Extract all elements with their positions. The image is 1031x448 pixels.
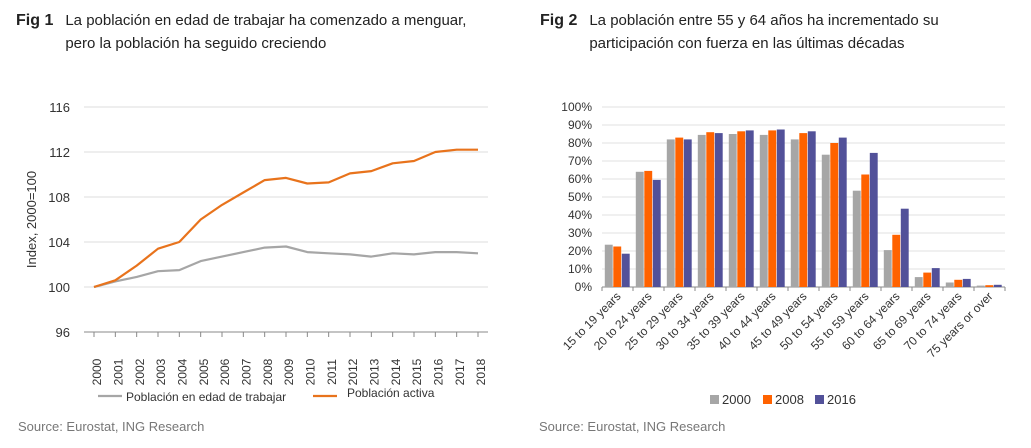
y-tick-label: 10% [568, 262, 592, 276]
bar [697, 134, 706, 287]
x-tick-label: 2013 [368, 358, 382, 385]
x-tick-label: 2012 [346, 358, 360, 385]
y-tick-label: 20% [568, 244, 592, 258]
bar [683, 139, 692, 287]
y-tick-label: 40% [568, 208, 592, 222]
legend-label: 2000 [722, 392, 751, 407]
bar [807, 131, 816, 287]
x-tick-label: 2006 [218, 358, 232, 385]
series-line [93, 148, 478, 289]
y-tick-label: 112 [49, 145, 70, 160]
y-tick-label: 116 [49, 100, 70, 115]
x-tick-label: 2011 [325, 359, 339, 385]
bar [604, 244, 613, 287]
bar [745, 130, 754, 287]
x-tick-label: 2010 [304, 358, 318, 385]
y-tick-label: 104 [48, 235, 70, 250]
fig1-label: Fig 1 [16, 12, 54, 29]
x-tick-label: 2016 [432, 358, 446, 385]
legend-swatch [763, 395, 772, 404]
bar [737, 131, 746, 287]
x-tick-label: 2009 [282, 358, 296, 385]
bar [830, 143, 839, 287]
x-tick-label: 2007 [240, 358, 254, 385]
bar [869, 152, 878, 287]
bar [759, 134, 768, 287]
legend-label: Población activa [347, 386, 435, 400]
bar [768, 130, 777, 287]
fig2-title: La población entre 55 y 64 años ha incre… [589, 12, 939, 52]
y-tick-label: 108 [48, 190, 70, 205]
bar [613, 246, 622, 287]
bar [728, 134, 737, 287]
bar [838, 137, 847, 287]
y-tick-label: 100% [561, 100, 592, 114]
bar [821, 154, 830, 287]
y-tick-label: 30% [568, 226, 592, 240]
bar [675, 137, 684, 287]
bar [931, 268, 940, 287]
legend-label: Población en edad de trabajar [126, 390, 286, 404]
y-tick-label: 80% [568, 136, 592, 150]
x-tick-label: 2004 [176, 358, 190, 385]
bar [914, 277, 923, 287]
bar [954, 279, 963, 287]
y-tick-label: 60% [568, 172, 592, 186]
fig1-title: La población en edad de trabajar ha come… [65, 12, 467, 52]
bar [714, 133, 723, 287]
fig2-label: Fig 2 [540, 12, 578, 29]
y-axis-label: Index, 2000=100 [24, 171, 39, 268]
bar [799, 133, 808, 287]
bar [962, 278, 971, 287]
legend-swatch [710, 395, 719, 404]
bar [621, 253, 630, 287]
x-tick-label: 2005 [197, 358, 211, 385]
bar [976, 285, 985, 287]
bar [666, 139, 675, 287]
bar [900, 208, 909, 287]
y-tick-label: 50% [568, 190, 592, 204]
legend-label: 2016 [827, 392, 856, 407]
x-tick-label: 2015 [410, 358, 424, 385]
y-tick-label: 70% [568, 154, 592, 168]
bar [652, 179, 661, 287]
x-tick-label: 2014 [389, 358, 403, 385]
bar [945, 282, 954, 287]
fig2-source: Source: Eurostat, ING Research [539, 419, 726, 434]
fig1-header: Fig 1 La población en edad de trabajar h… [16, 12, 496, 55]
y-tick-label: 0% [575, 280, 593, 294]
bar [706, 132, 715, 287]
x-tick-label: 2017 [453, 358, 467, 385]
line-chart: 96 100 104 108 112 116 2000 2001 2002 2003 2004 200… [24, 100, 488, 404]
bar [985, 285, 994, 287]
y-tick-label: 100 [48, 280, 70, 295]
fig1-source: Source: Eurostat, ING Research [18, 419, 205, 434]
x-tick-label: 2008 [261, 358, 275, 385]
bar [852, 190, 861, 287]
x-tick-label: 2003 [154, 358, 168, 385]
bar [790, 139, 799, 287]
bar [993, 284, 1002, 287]
bar [776, 129, 785, 287]
bar [861, 174, 870, 287]
legend-label: 2008 [775, 392, 804, 407]
x-tick-label: 2000 [90, 358, 104, 385]
bar [644, 170, 653, 287]
bar [892, 234, 901, 287]
x-tick-label: 2018 [474, 358, 488, 385]
y-tick-label: 90% [568, 118, 592, 132]
bar [883, 250, 892, 287]
legend-swatch [815, 395, 824, 404]
series-line [93, 245, 479, 289]
bar [923, 272, 932, 287]
bar [635, 171, 644, 287]
y-tick-label: 96 [56, 325, 70, 340]
fig2-header: Fig 2 La población entre 55 y 64 años ha… [540, 12, 1020, 55]
x-tick-label: 2001 [112, 358, 126, 385]
x-tick-label: 2002 [133, 358, 147, 385]
